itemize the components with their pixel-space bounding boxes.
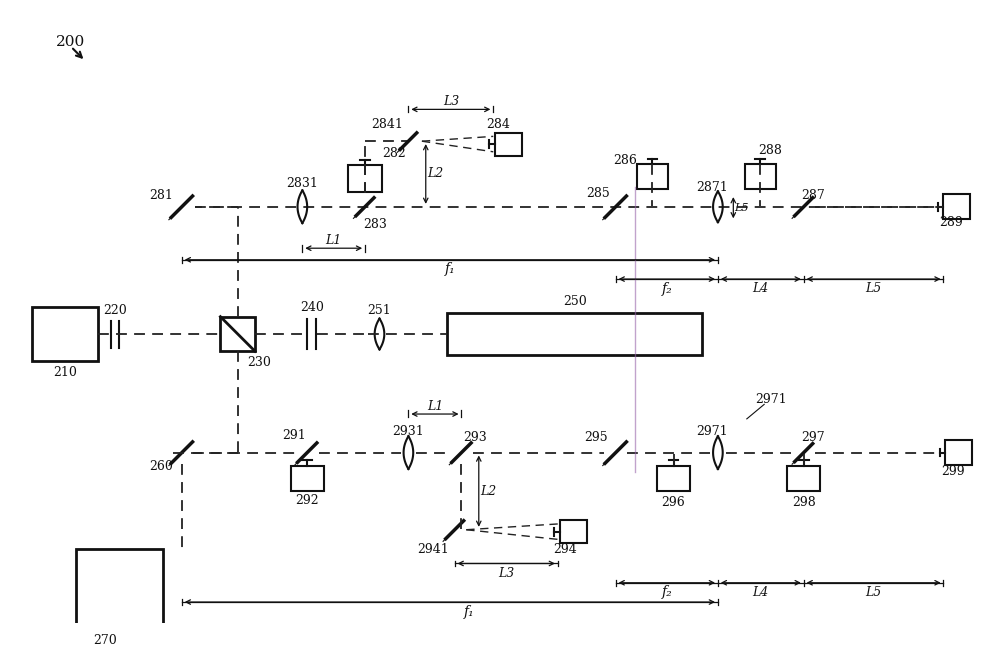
Bar bbox=[291, 466, 324, 491]
Text: L5: L5 bbox=[734, 203, 748, 213]
Text: 2831: 2831 bbox=[286, 177, 318, 190]
Text: 210: 210 bbox=[53, 366, 77, 379]
Text: 284: 284 bbox=[486, 118, 510, 132]
Text: f₁: f₁ bbox=[444, 263, 455, 277]
Text: 286: 286 bbox=[613, 154, 637, 167]
Bar bbox=[637, 164, 668, 190]
Text: L5: L5 bbox=[865, 283, 882, 295]
Text: 281: 281 bbox=[149, 189, 173, 202]
Text: 282: 282 bbox=[382, 147, 406, 160]
Text: 289: 289 bbox=[939, 215, 963, 229]
Text: 2941: 2941 bbox=[418, 542, 449, 555]
Text: 288: 288 bbox=[758, 144, 782, 157]
Text: L2: L2 bbox=[480, 484, 497, 498]
Bar bbox=[76, 549, 163, 636]
Bar bbox=[560, 520, 587, 543]
Text: 294: 294 bbox=[554, 542, 577, 555]
Bar bbox=[943, 194, 970, 219]
Text: f₁: f₁ bbox=[464, 604, 475, 619]
Text: L1: L1 bbox=[427, 400, 443, 413]
Text: L2: L2 bbox=[427, 168, 444, 181]
Text: 2931: 2931 bbox=[393, 425, 424, 438]
Text: 200: 200 bbox=[56, 35, 86, 49]
Text: 240: 240 bbox=[300, 301, 324, 313]
Bar bbox=[657, 466, 690, 491]
Bar bbox=[745, 164, 776, 190]
Text: 297: 297 bbox=[802, 431, 825, 444]
Text: 292: 292 bbox=[295, 494, 319, 508]
Text: 2871: 2871 bbox=[696, 181, 728, 194]
Text: 291: 291 bbox=[282, 429, 306, 442]
Text: 220: 220 bbox=[103, 304, 127, 317]
Text: 298: 298 bbox=[792, 496, 816, 510]
Text: L3: L3 bbox=[443, 95, 459, 108]
Text: 293: 293 bbox=[463, 431, 487, 444]
Text: 250: 250 bbox=[563, 295, 587, 308]
Bar bbox=[447, 313, 702, 355]
Text: f₂: f₂ bbox=[661, 586, 672, 599]
Text: L4: L4 bbox=[753, 586, 769, 599]
Text: L5: L5 bbox=[865, 586, 882, 599]
Text: 251: 251 bbox=[368, 304, 391, 317]
Bar bbox=[220, 317, 255, 352]
Text: 295: 295 bbox=[585, 431, 608, 444]
Text: L4: L4 bbox=[753, 283, 769, 295]
Text: 2841: 2841 bbox=[371, 118, 403, 132]
Bar bbox=[945, 440, 972, 465]
Text: L3: L3 bbox=[498, 566, 514, 580]
Text: 2971: 2971 bbox=[696, 425, 728, 438]
Bar bbox=[348, 165, 382, 192]
Bar bbox=[787, 466, 820, 491]
Text: L1: L1 bbox=[326, 234, 342, 247]
Bar bbox=[495, 132, 522, 155]
Text: 230: 230 bbox=[247, 357, 271, 370]
Text: 2971: 2971 bbox=[755, 393, 787, 406]
Text: 285: 285 bbox=[586, 187, 610, 200]
Text: f₂: f₂ bbox=[661, 282, 672, 295]
Text: 270: 270 bbox=[93, 634, 117, 645]
Text: 287: 287 bbox=[801, 189, 825, 202]
Text: 299: 299 bbox=[941, 466, 965, 479]
Text: 260: 260 bbox=[149, 460, 173, 473]
Bar bbox=[32, 307, 98, 361]
Text: 296: 296 bbox=[662, 496, 685, 510]
Text: 283: 283 bbox=[363, 217, 387, 231]
